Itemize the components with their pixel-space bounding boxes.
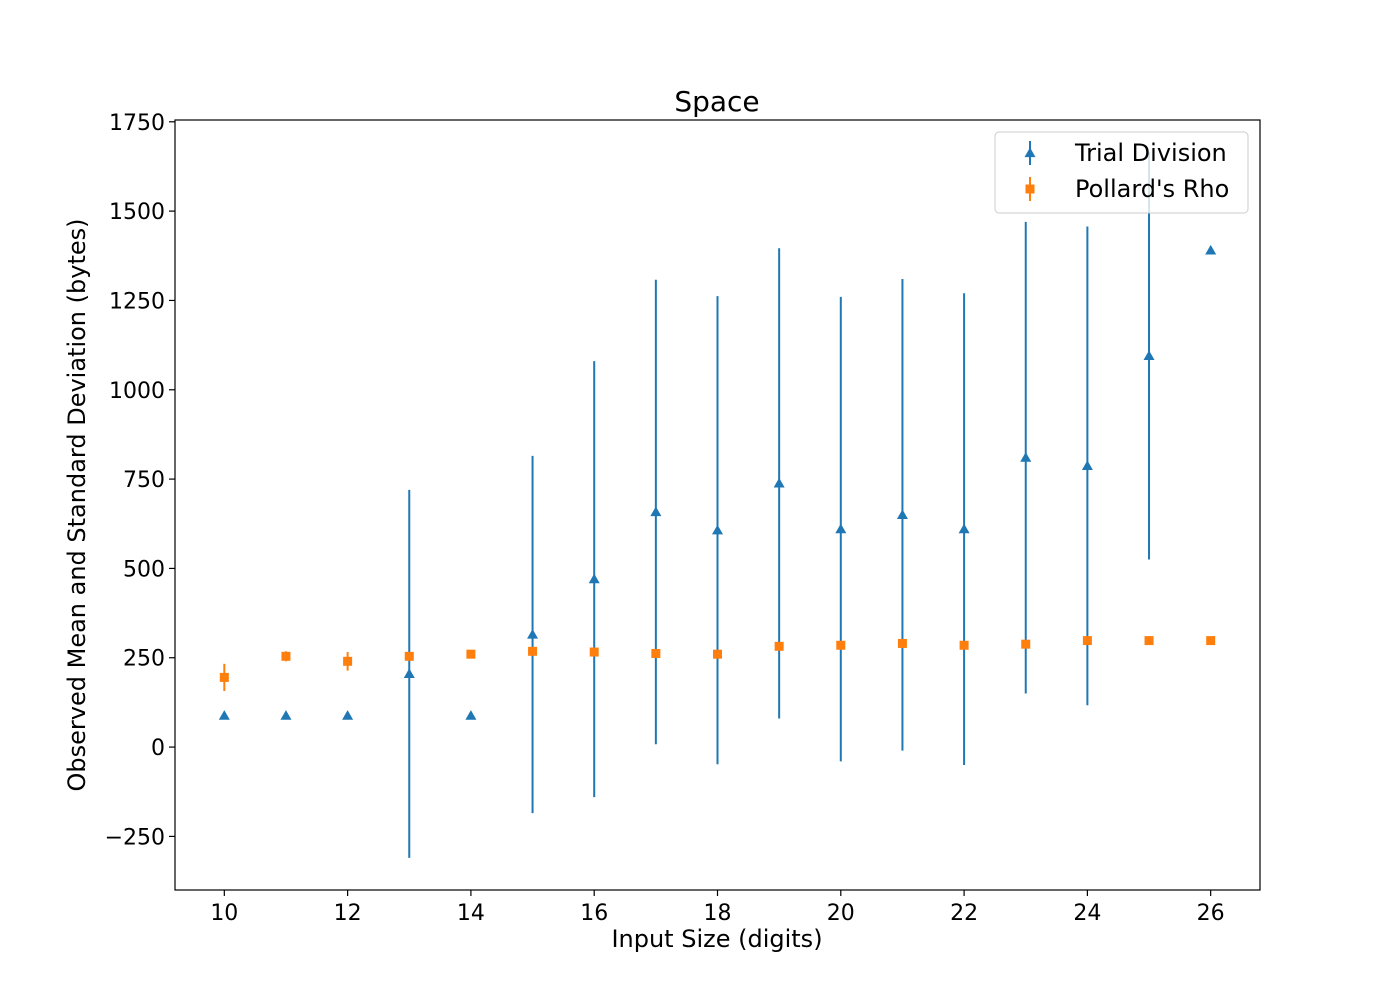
pollard-s-rho-point <box>404 651 414 661</box>
y-tick-label: 1500 <box>109 200 165 225</box>
x-tick-label: 14 <box>457 901 485 926</box>
x-tick-label: 10 <box>210 901 238 926</box>
y-tick-label: 1250 <box>109 289 165 314</box>
pollard-s-rho-point <box>651 648 661 658</box>
pollard-s-rho-point <box>959 640 969 650</box>
pollard-s-rho-point <box>713 649 722 659</box>
pollard-s-rho-point <box>1144 636 1154 646</box>
x-tick-label: 20 <box>827 901 855 926</box>
legend-label-trial-division: Trial Division <box>1074 139 1227 167</box>
legend-marker-swatch <box>1025 184 1035 194</box>
trial-division-point <box>1081 460 1093 470</box>
trial-division-point <box>465 710 477 720</box>
x-tick-label: 12 <box>334 901 362 926</box>
trial-division-point <box>773 477 785 488</box>
trial-division-point <box>280 710 292 720</box>
series-pollard-s-rho <box>219 636 1216 691</box>
trial-division-point <box>650 506 662 517</box>
pollard-s-rho-point <box>1206 636 1216 646</box>
plot-area <box>218 152 1217 858</box>
trial-division-point <box>896 509 908 519</box>
trial-division-point <box>1205 244 1217 255</box>
legend: Trial Division Pollard's Rho <box>994 131 1249 214</box>
legend-marker-swatch <box>1024 147 1036 158</box>
series-trial-division <box>218 152 1217 858</box>
pollard-s-rho-point <box>1021 639 1031 649</box>
trial-division-point <box>527 629 539 639</box>
pollard-s-rho-point <box>774 641 784 651</box>
pollard-s-rho-point <box>219 672 229 682</box>
y-tick-label: −250 <box>105 825 165 850</box>
x-tick-label: 26 <box>1197 901 1225 926</box>
x-axis-label: Input Size (digits) <box>611 925 822 953</box>
y-tick-label: 1000 <box>109 379 165 404</box>
trial-division-point <box>403 668 415 678</box>
x-tick-label: 24 <box>1073 901 1101 926</box>
x-axis: 10 12 14 16 18 20 22 24 26 <box>210 890 1225 926</box>
y-axis: −250 0 250 500 750 1000 1250 1500 1750 <box>105 111 175 850</box>
pollard-s-rho-point <box>343 656 353 666</box>
x-tick-label: 16 <box>580 901 608 926</box>
y-axis-label: Observed Mean and Standard Deviation (by… <box>63 219 91 792</box>
x-tick-label: 18 <box>704 901 732 926</box>
legend-label-pollards-rho: Pollard's Rho <box>1075 175 1229 203</box>
y-tick-label: 750 <box>123 468 165 493</box>
chart-title: Space <box>674 85 759 118</box>
y-tick-label: 0 <box>151 736 165 761</box>
legend-box <box>994 131 1249 214</box>
trial-division-point <box>588 573 600 584</box>
trial-division-point <box>342 710 354 720</box>
y-tick-label: 1750 <box>109 111 165 136</box>
pollard-s-rho-point <box>281 651 291 661</box>
trial-division-point <box>835 523 847 534</box>
y-tick-label: 500 <box>123 557 165 582</box>
legend-entry-pollards-rho: Pollard's Rho <box>1025 175 1229 203</box>
trial-division-point <box>1143 350 1155 360</box>
pollard-s-rho-point <box>1082 636 1092 646</box>
trial-division-point <box>958 523 970 534</box>
pollard-s-rho-point <box>836 640 846 650</box>
trial-division-point <box>712 524 723 535</box>
trial-division-point <box>1020 452 1032 462</box>
legend-entry-trial-division: Trial Division <box>1024 139 1227 167</box>
x-tick-label: 22 <box>950 901 978 926</box>
pollard-s-rho-point <box>466 649 476 659</box>
pollard-s-rho-point <box>528 646 538 656</box>
pollard-s-rho-point <box>897 638 907 648</box>
y-tick-label: 250 <box>123 647 165 672</box>
pollard-s-rho-point <box>589 647 599 657</box>
trial-division-point <box>218 710 230 720</box>
